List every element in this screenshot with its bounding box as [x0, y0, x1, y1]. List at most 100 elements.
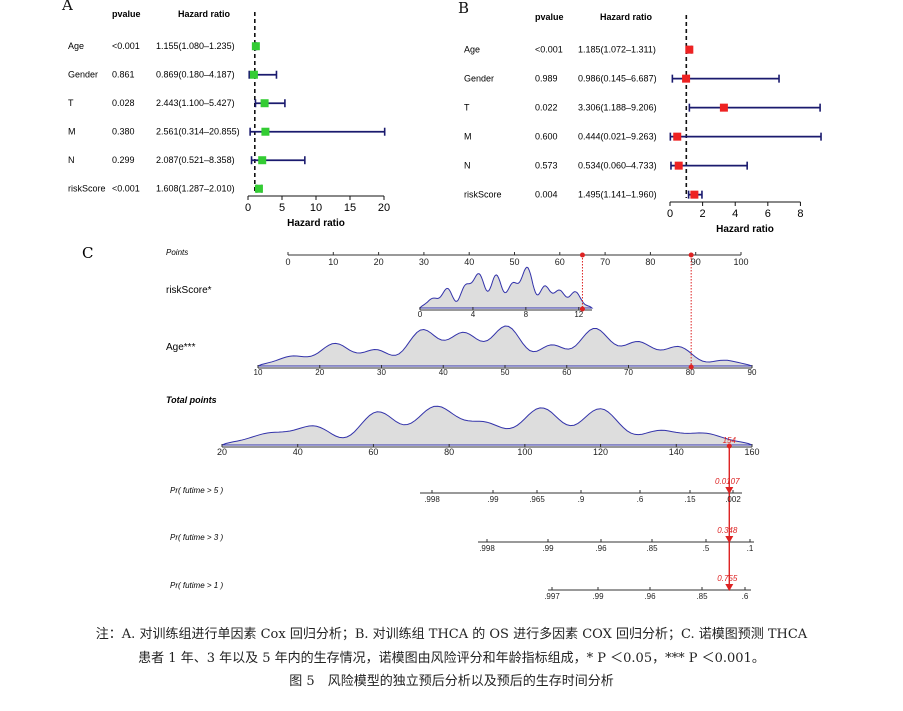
age-axis-tick-label: 60 [562, 368, 571, 377]
points-axis-tick-label: 50 [509, 257, 519, 267]
row-label: Gender [68, 70, 98, 80]
row-label: T [464, 103, 470, 113]
variable-label: riskScore* [166, 285, 212, 296]
probability-tick-label: .99 [542, 544, 554, 553]
hazard-ratio-point [249, 70, 258, 79]
hazard-ratio-point [251, 42, 260, 51]
riskscore-axis-tick-label: 0 [418, 310, 423, 319]
points-axis-tick-label: 70 [600, 257, 610, 267]
probability-tick-label: .85 [696, 592, 708, 601]
riskscore-axis-tick-label: 12 [574, 310, 583, 319]
row-label: T [68, 98, 74, 108]
row-hazard-ratio: 1.495(1.141–1.960) [578, 190, 657, 200]
age-axis-tick-label: 10 [254, 368, 263, 377]
points-axis-tick-label: 60 [555, 257, 565, 267]
row-hazard-ratio: 0.869(0.180–4.187) [156, 70, 235, 80]
age-axis-tick-label: 30 [377, 368, 386, 377]
probability-marker [725, 584, 734, 591]
probability-tick-label: .15 [684, 495, 696, 504]
total-points-axis-tick-label: 160 [744, 447, 759, 457]
x-tick-label: 6 [765, 208, 771, 220]
x-tick-label: 5 [279, 202, 285, 214]
probability-tick-label: .965 [529, 495, 545, 504]
caption-note-line-1: 注：A. 对训练组进行单因素 Cox 回归分析；B. 对训练组 THCA 的 O… [95, 627, 808, 642]
age-axis-tick-label: 50 [501, 368, 510, 377]
row-label: Age [464, 45, 480, 55]
row-pvalue: <0.001 [112, 184, 140, 194]
row-label: riskScore [68, 184, 106, 194]
figure-caption: 图 5 风险模型的独立预后分析以及预后的生存时间分析 [289, 674, 614, 689]
hazard-ratio-point [254, 184, 263, 193]
row-hazard-ratio: 2.087(0.521–8.358) [156, 155, 235, 165]
points-axis-tick-label: 30 [419, 257, 429, 267]
probability-tick-label: .99 [592, 592, 604, 601]
total-points-axis-tick-label: 140 [669, 447, 684, 457]
total-points-axis-tick-label: 40 [293, 447, 303, 457]
column-header-pvalue: pvalue [112, 9, 141, 19]
probability-tick-label: .6 [637, 495, 644, 504]
row-pvalue: 0.861 [112, 70, 135, 80]
probability-label: Pr( futime > 3 ) [170, 533, 223, 542]
row-label: M [68, 127, 76, 137]
row-label: Gender [464, 74, 494, 84]
points-axis-tick-label: 10 [328, 257, 338, 267]
probability-tick-label: .99 [487, 495, 499, 504]
age-axis-tick-label: 40 [439, 368, 448, 377]
probability-tick-label: .6 [742, 592, 749, 601]
row-hazard-ratio: 2.561(0.314–20.855) [156, 127, 240, 137]
points-axis-tick-label: 20 [374, 257, 384, 267]
panel-label: C [82, 244, 93, 262]
points-axis-tick-label: 100 [733, 257, 748, 267]
row-hazard-ratio: 0.986(0.145–6.687) [578, 74, 657, 84]
probability-tick-label: .1 [747, 544, 754, 553]
hazard-ratio-point [261, 127, 270, 136]
row-pvalue: 0.600 [535, 132, 558, 142]
row-hazard-ratio: 1.155(1.080–1.235) [156, 41, 235, 51]
row-pvalue: 0.989 [535, 74, 558, 84]
row-pvalue: 0.022 [535, 103, 558, 113]
row-label: N [68, 155, 75, 165]
probability-tick-label: .85 [646, 544, 658, 553]
probability-tick-label: .96 [595, 544, 607, 553]
row-pvalue: <0.001 [535, 45, 563, 55]
probability-tick-label: .96 [644, 592, 656, 601]
probability-tick-label: .002 [725, 495, 741, 504]
total-points-axis-tick-label: 80 [444, 447, 454, 457]
age-value-marker [688, 364, 694, 370]
age-axis-tick-label: 80 [686, 368, 695, 377]
total-points-axis-tick-label: 60 [368, 447, 378, 457]
x-tick-label: 15 [344, 202, 356, 214]
riskscore-points-marker [579, 252, 585, 258]
variable-label: Age*** [166, 342, 196, 353]
hazard-ratio-point [674, 161, 683, 170]
row-label: riskScore [464, 190, 502, 200]
hazard-ratio-point [690, 190, 699, 199]
probability-tick-label: .998 [479, 544, 495, 553]
probability-label: Pr( futime > 5 ) [170, 486, 223, 495]
row-pvalue: 0.028 [112, 98, 135, 108]
total-points-axis-tick-label: 120 [593, 447, 608, 457]
total-points-axis-tick-label: 20 [217, 447, 227, 457]
x-tick-label: 8 [797, 208, 803, 220]
probability-marker [725, 487, 734, 494]
age-density [257, 325, 753, 367]
row-hazard-ratio: 1.608(1.287–2.010) [156, 184, 235, 194]
age-axis-tick-label: 70 [624, 368, 633, 377]
x-tick-label: 2 [700, 208, 706, 220]
row-hazard-ratio: 1.185(1.072–1.311) [578, 45, 656, 55]
age-points-marker [688, 252, 694, 258]
column-header-pvalue: pvalue [535, 12, 564, 22]
x-tick-label: 20 [378, 202, 390, 214]
points-axis-label: Points [166, 248, 188, 257]
panel-label: A [61, 0, 73, 14]
riskscore-value-marker [579, 306, 585, 312]
hazard-ratio-point [685, 45, 694, 54]
row-hazard-ratio: 2.443(1.100–5.427) [156, 98, 235, 108]
x-axis-title: Hazard ratio [716, 224, 774, 235]
points-axis-tick-label: 40 [464, 257, 474, 267]
row-label: N [464, 161, 471, 171]
x-tick-label: 0 [245, 202, 251, 214]
